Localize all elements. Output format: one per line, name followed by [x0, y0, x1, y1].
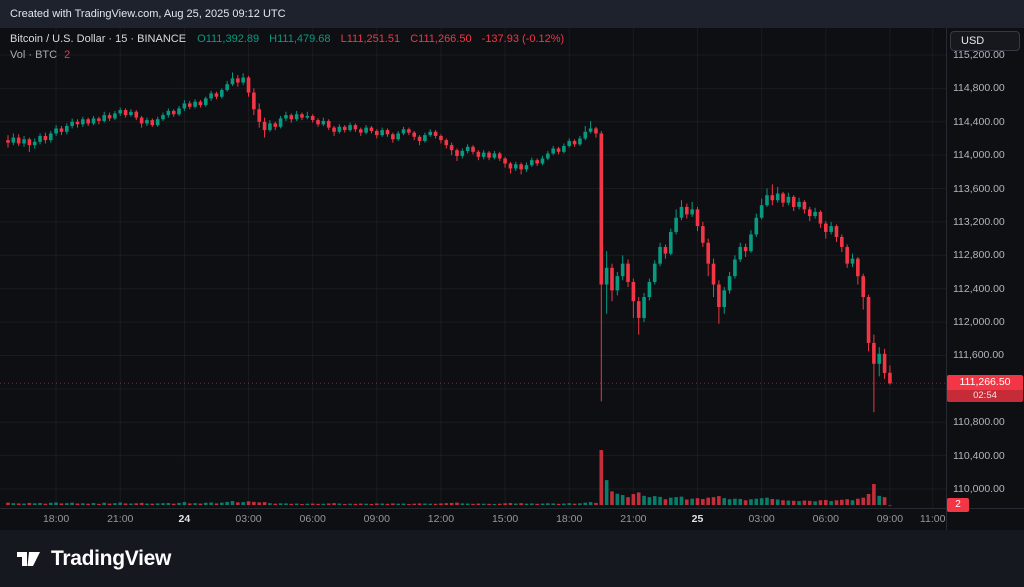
usd-button[interactable]: USD — [950, 31, 1020, 51]
time-axis-label: 25 — [691, 513, 704, 525]
time-axis-label: 18:00 — [42, 513, 70, 525]
price-axis-label: 113,600.00 — [953, 182, 1005, 195]
chart-canvas[interactable] — [0, 28, 1024, 530]
price-axis-label: 113,200.00 — [953, 215, 1005, 228]
price-axis-label: 110,000.00 — [953, 483, 1005, 495]
attribution-text: Created with TradingView.com, Aug 25, 20… — [10, 8, 286, 20]
footer: TradingView — [0, 530, 1024, 587]
price-axis-label: 110,400.00 — [953, 449, 1005, 462]
time-axis-label: 03:00 — [748, 513, 775, 525]
tradingview-logo-icon[interactable] — [14, 545, 42, 573]
time-axis-label: 21:00 — [107, 513, 134, 525]
time-axis-label: 18:00 — [556, 513, 583, 525]
ohlc-change: -137.93 (-0.12%) — [481, 33, 565, 45]
price-axis-label: 114,000.00 — [953, 149, 1005, 162]
volume-label-text: Vol · BTC — [10, 49, 58, 61]
volume-badge: 2 — [947, 497, 969, 512]
price-axis-label: 112,800.00 — [953, 249, 1005, 262]
candles-layer — [6, 72, 892, 413]
time-axis-label: 03:00 — [235, 513, 262, 525]
price-axis[interactable]: 115,200.00 114,800.00 114,400.00 114,000.00… — [946, 28, 1024, 508]
time-axis-label: 09:00 — [876, 513, 904, 525]
symbol-title[interactable]: Bitcoin / U.S. Dollar · 15 · BINANCE — [10, 33, 187, 45]
ohlc-high: H111,479.68 — [269, 33, 331, 45]
time-axis-label: 24 — [178, 513, 191, 525]
price-axis-label: 111,600.00 — [953, 349, 1004, 362]
volume-layer — [6, 450, 892, 506]
last-price-badge: 111,266.50 02:54 — [947, 375, 1023, 403]
price-axis-label: 114,800.00 — [953, 82, 1005, 95]
time-axis-label: 06:00 — [299, 513, 326, 525]
ohlc-low: L111,251.51 — [340, 33, 401, 45]
ohlc-close: C111,266.50 — [410, 33, 472, 45]
time-axis-label: 15:00 — [491, 513, 519, 525]
grid-layer — [0, 28, 946, 508]
price-axis-label: 112,400.00 — [953, 282, 1005, 295]
time-axis-label: 06:00 — [812, 513, 839, 525]
time-axis[interactable]: 18:00 21:00 24 03:00 06:00 09:00 12:00 15:00 18:… — [0, 508, 946, 530]
price-axis-label: 112,000.00 — [953, 316, 1005, 329]
price-axis-label: 114,400.00 — [953, 115, 1005, 128]
candle-countdown: 02:54 — [947, 390, 1023, 403]
symbol-header: Bitcoin / U.S. Dollar · 15 · BINANCE O11… — [10, 33, 571, 45]
volume-label: Vol · BTC 2 — [10, 49, 70, 61]
time-axis-label: 21:00 — [620, 513, 647, 525]
time-axis-label: 11:00 — [919, 513, 946, 525]
time-axis-label: 09:00 — [363, 513, 390, 525]
volume-value: 2 — [64, 49, 71, 61]
time-axis-label: 12:00 — [427, 513, 455, 525]
last-price-value: 111,266.50 — [959, 376, 1011, 389]
price-axis-label: 110,800.00 — [953, 416, 1005, 429]
chart-area: Bitcoin / U.S. Dollar · 15 · BINANCE O11… — [0, 28, 1024, 530]
attribution-bar: Created with TradingView.com, Aug 25, 20… — [0, 0, 1024, 28]
ohlc-open: O111,392.89 — [197, 33, 260, 45]
price-axis-label: 115,200.00 — [953, 49, 1005, 61]
tradingview-wordmark[interactable]: TradingView — [51, 546, 172, 570]
